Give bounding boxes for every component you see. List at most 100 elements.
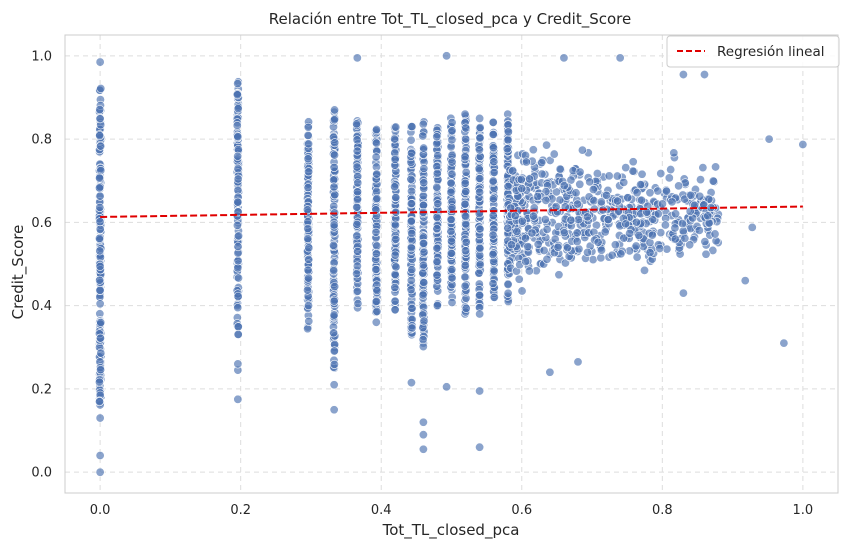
scatter-point xyxy=(503,181,513,191)
scatter-point xyxy=(475,260,485,270)
scatter-point xyxy=(352,162,362,172)
scatter-point xyxy=(678,70,688,80)
scatter-point xyxy=(566,215,576,225)
scatter-point xyxy=(632,252,642,262)
scatter-point xyxy=(553,242,563,252)
scatter-point xyxy=(447,157,457,167)
scatter-point xyxy=(432,212,442,222)
scatter-point xyxy=(628,157,638,167)
scatter-point xyxy=(645,248,655,258)
scatter-point xyxy=(475,243,485,253)
scatter-point xyxy=(489,157,499,167)
scatter-point xyxy=(667,197,677,207)
scatter-point xyxy=(488,249,498,259)
scatter-point xyxy=(634,230,644,240)
scatter-point xyxy=(432,243,442,253)
scatter-point xyxy=(571,188,581,198)
scatter-point xyxy=(764,134,774,144)
scatter-point xyxy=(585,177,595,187)
scatter-point xyxy=(233,242,243,252)
scatter-point xyxy=(95,105,105,115)
scatter-point xyxy=(232,120,242,130)
scatter-point xyxy=(353,299,363,309)
scatter-point xyxy=(432,182,442,192)
scatter-point xyxy=(603,215,613,225)
scatter-point xyxy=(353,178,363,188)
scatter-point xyxy=(542,254,552,264)
scatter-point xyxy=(371,317,381,327)
scatter-point xyxy=(645,188,655,198)
scatter-point xyxy=(233,197,243,207)
scatter-point xyxy=(447,169,457,179)
scatter-point xyxy=(779,338,789,348)
scatter-point xyxy=(95,191,105,201)
scatter-point xyxy=(95,467,105,477)
scatter-point xyxy=(460,260,470,270)
scatter-point xyxy=(95,261,105,271)
scatter-point xyxy=(233,151,243,161)
scatter-point xyxy=(447,273,457,283)
scatter-point xyxy=(601,190,611,200)
scatter-point xyxy=(96,365,106,375)
scatter-point xyxy=(419,163,429,173)
scatter-point xyxy=(353,246,363,256)
scatter-point xyxy=(700,237,710,247)
scatter-point xyxy=(621,163,631,173)
scatter-point xyxy=(514,274,524,284)
scatter-point xyxy=(304,243,314,253)
scatter-point xyxy=(461,246,471,256)
scatter-point xyxy=(329,162,339,172)
scatter-point xyxy=(631,217,641,227)
scatter-point xyxy=(678,288,688,298)
scatter-point xyxy=(677,219,687,229)
scatter-point xyxy=(647,230,657,240)
scatter-point xyxy=(352,231,362,241)
scatter-point xyxy=(645,238,655,248)
scatter-point xyxy=(303,183,313,193)
scatter-point xyxy=(330,282,340,292)
scatter-point xyxy=(447,203,457,213)
scatter-point xyxy=(96,83,106,93)
scatter-point xyxy=(703,211,713,221)
scatter-point xyxy=(461,303,471,313)
scatter-point xyxy=(660,220,670,230)
scatter-point xyxy=(447,265,457,275)
scatter-point xyxy=(461,237,471,247)
scatter-point xyxy=(555,164,565,174)
legend-box xyxy=(666,35,840,68)
scatter-point xyxy=(619,177,629,187)
scatter-point xyxy=(303,301,313,311)
scatter-point xyxy=(302,205,312,215)
scatter-point xyxy=(524,266,534,276)
scatter-point xyxy=(554,270,564,280)
legend: Regresión lineal xyxy=(666,35,840,68)
scatter-point xyxy=(461,123,471,133)
scatter-point xyxy=(95,173,105,183)
scatter-point xyxy=(636,180,646,190)
scatter-point xyxy=(446,215,456,225)
scatter-point xyxy=(656,228,666,238)
scatter-point xyxy=(407,228,417,238)
scatter-point xyxy=(406,199,416,209)
scatter-point xyxy=(233,322,243,332)
y-axis-label: Credit_Score xyxy=(9,225,28,320)
scatter-point xyxy=(330,105,340,115)
scatter-point xyxy=(517,184,527,194)
scatter-point xyxy=(233,273,243,283)
scatter-point xyxy=(517,216,527,226)
scatter-point xyxy=(607,250,617,260)
scatter-point xyxy=(460,281,470,291)
scatter-point xyxy=(488,230,498,240)
scatter-point xyxy=(329,240,339,250)
scatter-point xyxy=(418,238,428,248)
scatter-point xyxy=(390,296,400,306)
scatter-point xyxy=(474,164,484,174)
scatter-point xyxy=(303,224,313,234)
scatter-point xyxy=(233,394,243,404)
scatter-point xyxy=(460,178,470,188)
scatter-point xyxy=(671,209,681,219)
x-tick-label: 0.2 xyxy=(230,503,251,518)
scatter-point xyxy=(390,220,400,230)
scatter-point xyxy=(701,249,711,259)
scatter-point xyxy=(442,51,452,61)
